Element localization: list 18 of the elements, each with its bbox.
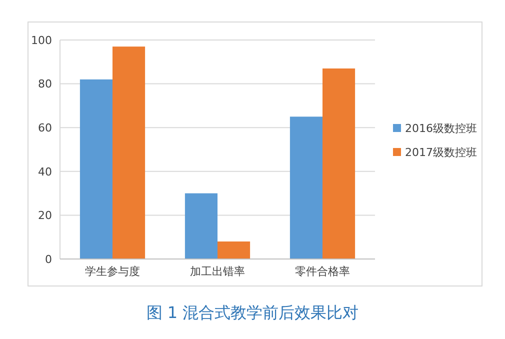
y-tick-label: 0 [45, 252, 52, 266]
bar [290, 116, 322, 259]
y-tick-label: 100 [31, 34, 52, 47]
bar [218, 241, 250, 259]
y-tick-label: 80 [38, 78, 52, 91]
x-tick-label: 加工出错率 [190, 265, 245, 278]
legend-label: 2017级数控班 [405, 146, 477, 159]
y-tick-label: 40 [38, 165, 52, 178]
x-tick-label: 学生参与度 [85, 265, 140, 278]
bar [184, 193, 218, 259]
bar [80, 79, 112, 259]
x-tick-label: 零件合格率 [295, 265, 350, 278]
y-tick-label: 20 [38, 209, 52, 222]
legend-label: 2016级数控班 [405, 122, 477, 135]
bar [112, 46, 146, 259]
bar [322, 68, 356, 259]
text: 图 1 混合式教学前后效果比对 [146, 303, 359, 322]
y-tick-label: 60 [38, 121, 52, 134]
